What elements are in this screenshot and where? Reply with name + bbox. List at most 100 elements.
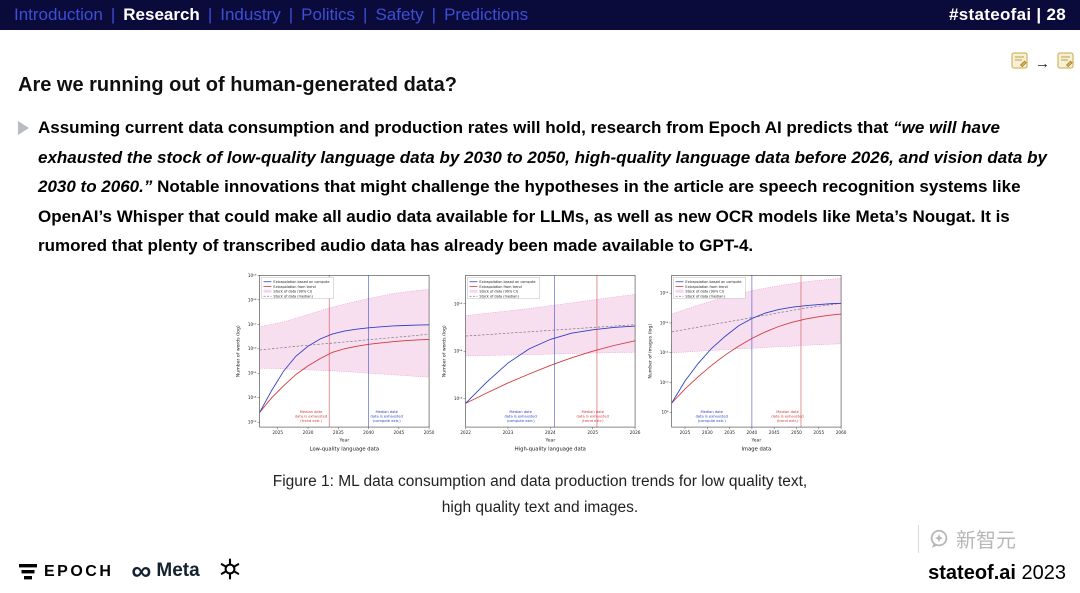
svg-text:10¹⁶: 10¹⁶ [248,346,257,351]
svg-text:(trend extr.): (trend extr.) [777,418,799,422]
top-navbar: Introduction | Research | Industry | Pol… [0,0,1080,30]
svg-text:Extrapolation from trend: Extrapolation from trend [685,284,727,288]
svg-text:2026: 2026 [630,429,641,434]
bullet-triangle-icon [18,121,29,135]
nav-item-politics[interactable]: Politics [301,5,356,24]
nav-item-industry[interactable]: Industry [220,5,281,24]
nav-separator: | [288,5,294,24]
watermark-text: 新智元 [956,530,1016,552]
bullet-paragraph: Assuming current data consumption and pr… [18,113,1062,261]
svg-text:10¹²: 10¹² [660,320,669,325]
svg-text:2040: 2040 [747,429,758,434]
paragraph-part1: Assuming current data consumption and pr… [38,118,894,137]
svg-text:Image data: Image data [741,446,771,452]
nav-item-safety[interactable]: Safety [375,5,424,24]
nav-separator: | [110,5,116,24]
svg-text:Median date: Median date [776,409,799,413]
svg-text:Extrapolation based on compute: Extrapolation based on compute [685,280,741,284]
epoch-logo-text: EPOCH [44,562,114,580]
figure-caption-line1: Figure 1: ML data consumption and data p… [272,472,808,490]
svg-text:10¹⁵: 10¹⁵ [454,301,463,306]
svg-text:2035: 2035 [333,429,344,434]
svg-text:(trend extr.): (trend extr.) [300,418,322,422]
svg-text:(trend extr.): (trend extr.) [582,418,604,422]
slide-content: → Are we running out of human-generated … [0,30,1080,593]
svg-text:data is exhausted: data is exhausted [577,414,609,418]
nav-item-predictions[interactable]: Predictions [444,5,529,24]
svg-text:data is exhausted: data is exhausted [371,414,403,418]
svg-text:Median date: Median date [300,409,323,413]
svg-text:Extrapolation from trend: Extrapolation from trend [273,284,315,288]
chart-low-quality-language-data: 2025 2030 2035 2040 2045 2050 10¹³ 10¹⁴ 10¹⁵ 10¹⁶… [233,269,435,463]
svg-text:10¹⁴: 10¹⁴ [248,395,257,400]
paragraph-text: Assuming current data consumption and pr… [38,113,1062,261]
openai-logo-icon [218,557,242,586]
watermark-bubble-icon [930,529,948,548]
svg-text:10¹³: 10¹³ [454,396,463,401]
svg-text:10¹¹: 10¹¹ [660,350,669,355]
svg-text:Stock of data (median): Stock of data (median) [479,294,519,298]
svg-text:Stock of data (90% CI): Stock of data (90% CI) [479,289,518,293]
slide-nav-icons: → [1011,52,1074,74]
footer-logos: EPOCH ∞ Meta [18,557,242,586]
svg-text:2025: 2025 [680,429,691,434]
figure-caption: Figure 1: ML data consumption and data p… [18,469,1062,521]
svg-text:data is exhausted: data is exhausted [771,414,803,418]
svg-text:Stock of data (90% CI): Stock of data (90% CI) [273,289,312,293]
svg-text:2025: 2025 [272,429,283,434]
svg-text:2040: 2040 [363,429,374,434]
chart-high-quality-language-data: 2022 2023 2024 2025 2026 10¹³ 10¹⁴ 10¹⁵ Number o… [439,269,641,463]
nav-separator: | [363,5,368,24]
stateofai-brand-name: stateof.ai [928,562,1016,584]
meta-logo-text: Meta [156,560,200,582]
figure-caption-line2: high quality text and images. [441,498,639,516]
svg-text:10¹⁴: 10¹⁴ [454,348,463,353]
note-icon-left[interactable] [1011,52,1028,74]
svg-text:10⁹: 10⁹ [662,409,669,414]
svg-text:Median date: Median date [375,409,398,413]
svg-text:10¹⁹: 10¹⁹ [248,272,257,277]
svg-text:2050: 2050 [791,429,802,434]
svg-text:Year: Year [544,437,555,443]
paragraph-part2: Notable innovations that might challenge… [38,177,1021,255]
svg-text:2060: 2060 [836,429,847,434]
svg-text:data is exhausted: data is exhausted [505,414,537,418]
svg-text:Median date: Median date [581,409,604,413]
svg-text:10¹⁵: 10¹⁵ [248,370,257,375]
svg-text:Median date: Median date [700,409,723,413]
svg-text:High-quality language data: High-quality language data [515,446,586,452]
nav-page-indicator: #stateofai | 28 [949,5,1066,24]
svg-text:Extrapolation based on compute: Extrapolation based on compute [479,280,535,284]
svg-text:Number of words (log): Number of words (log) [235,325,241,377]
svg-text:Low-quality language data: Low-quality language data [310,446,379,452]
svg-text:Stock of data (median): Stock of data (median) [685,294,725,298]
svg-text:Year: Year [750,437,761,443]
nav-item-research[interactable]: Research [123,5,200,24]
page-title: Are we running out of human-generated da… [18,74,457,96]
note-icon-right[interactable] [1057,52,1074,74]
figure-charts: 2025 2030 2035 2040 2045 2050 10¹³ 10¹⁴ 10¹⁵ 10¹⁶… [18,269,1062,463]
svg-text:2055: 2055 [813,429,824,434]
nav-menu: Introduction | Research | Industry | Pol… [14,5,528,25]
svg-text:10¹⁰: 10¹⁰ [660,379,669,384]
stateofai-brand: stateof.ai 2023 [928,562,1066,585]
svg-text:2045: 2045 [393,429,404,434]
svg-text:10¹³: 10¹³ [660,290,669,295]
chart-image-data: 2025 2030 2035 2040 2045 2050 2055 2060 10⁹ 10¹⁰ 1… [645,269,847,463]
nav-item-introduction[interactable]: Introduction [14,5,103,24]
svg-text:Stock of data (median): Stock of data (median) [273,294,313,298]
svg-text:Stock of data (90% CI): Stock of data (90% CI) [685,289,724,293]
svg-text:Median date: Median date [509,409,532,413]
svg-text:2022: 2022 [460,429,471,434]
svg-text:Year: Year [338,437,349,443]
svg-text:2045: 2045 [769,429,780,434]
svg-text:(compute extr.): (compute extr.) [373,418,402,422]
svg-text:Number of words (log): Number of words (log) [441,325,447,377]
svg-text:data is exhausted: data is exhausted [295,414,327,418]
svg-text:data is exhausted: data is exhausted [696,414,728,418]
svg-text:2050: 2050 [424,429,435,434]
svg-text:2030: 2030 [303,429,314,434]
svg-text:2030: 2030 [702,429,713,434]
stateofai-year: 2023 [1015,562,1066,584]
svg-text:2023: 2023 [503,429,514,434]
